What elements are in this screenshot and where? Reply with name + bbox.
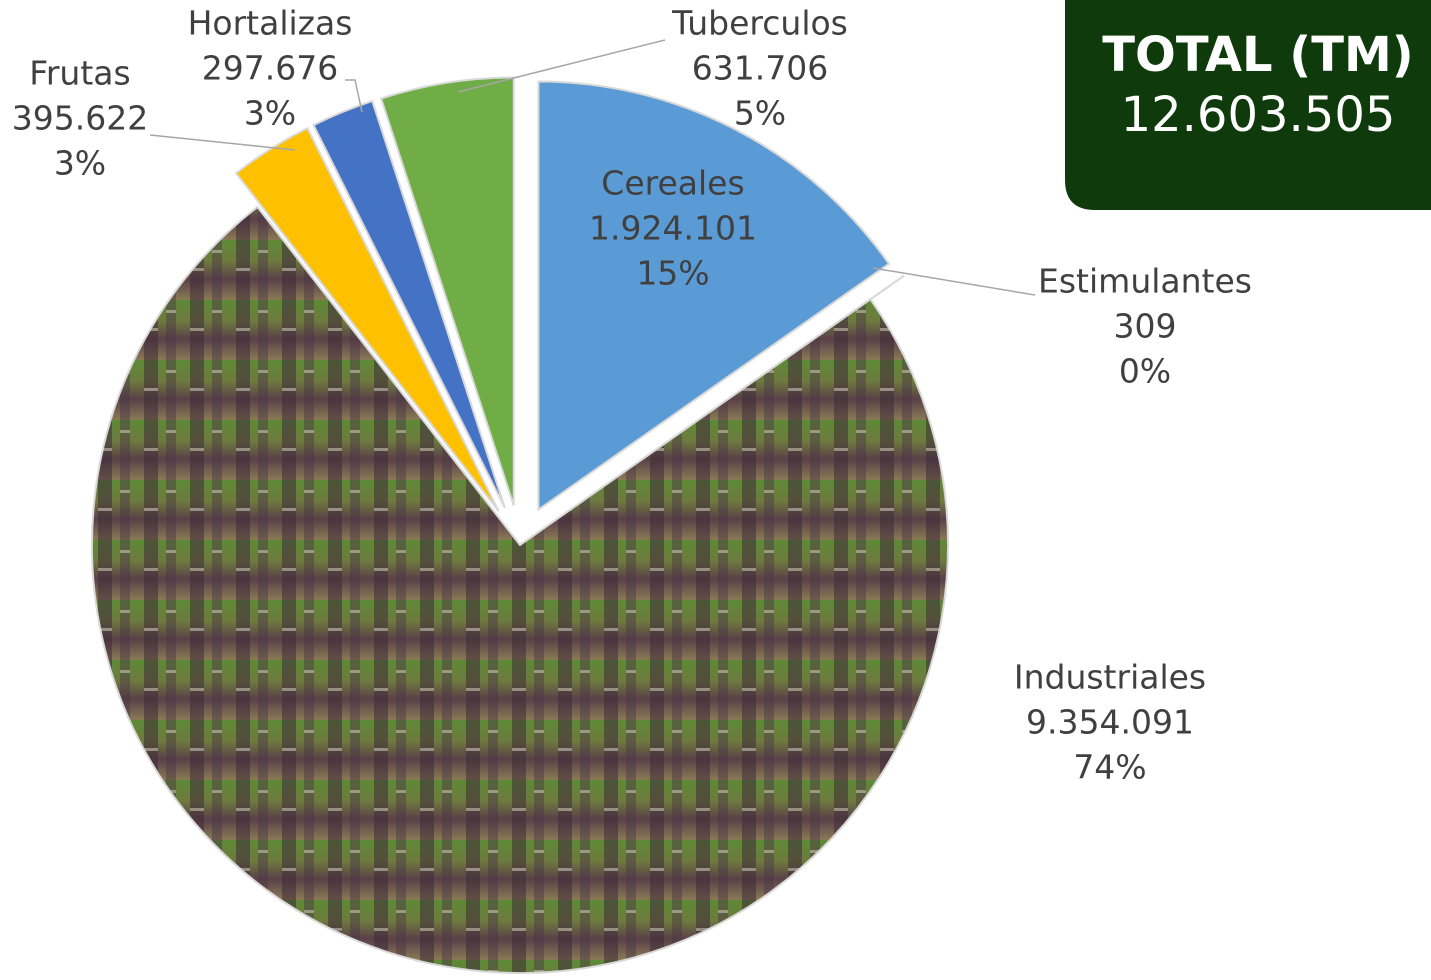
percent-label: 3%: [54, 144, 106, 183]
total-box: [1065, 0, 1431, 210]
slice-label: Hortalizas: [188, 4, 353, 43]
value-label: 9.354.091: [1026, 703, 1194, 742]
leader-line: [345, 79, 363, 113]
leader-line: [457, 39, 666, 93]
leader-line: [872, 267, 1036, 296]
pie-slice: [312, 99, 506, 509]
labels: Cereales 1.924.101 15% Estimulantes 309 0% Ind…: [12, 4, 1252, 787]
leader-line: [149, 134, 296, 151]
slice-label: Frutas: [29, 54, 130, 93]
total-title: TOTAL (TM): [1102, 27, 1413, 83]
slice-label: Cereales: [601, 164, 744, 203]
pie-slice: [91, 205, 949, 974]
slice-label: Tuberculos: [671, 4, 848, 43]
total-value: 12.603.505: [1121, 87, 1396, 143]
percent-label: 3%: [244, 94, 296, 133]
slice-label: Industriales: [1014, 658, 1206, 697]
value-label: 395.622: [12, 99, 148, 138]
slice-label: Estimulantes: [1038, 262, 1252, 301]
percent-label: 5%: [734, 94, 786, 133]
value-label: 297.676: [202, 49, 338, 88]
value-label: 1.924.101: [589, 209, 757, 248]
percent-label: 0%: [1119, 352, 1171, 391]
percent-label: 74%: [1073, 748, 1146, 787]
percent-label: 15%: [636, 254, 709, 293]
pie-slice: [537, 80, 891, 512]
value-label: 309: [1114, 307, 1177, 346]
value-label: 631.706: [692, 49, 828, 88]
pie-slice: [234, 126, 500, 512]
pie: [91, 76, 949, 974]
